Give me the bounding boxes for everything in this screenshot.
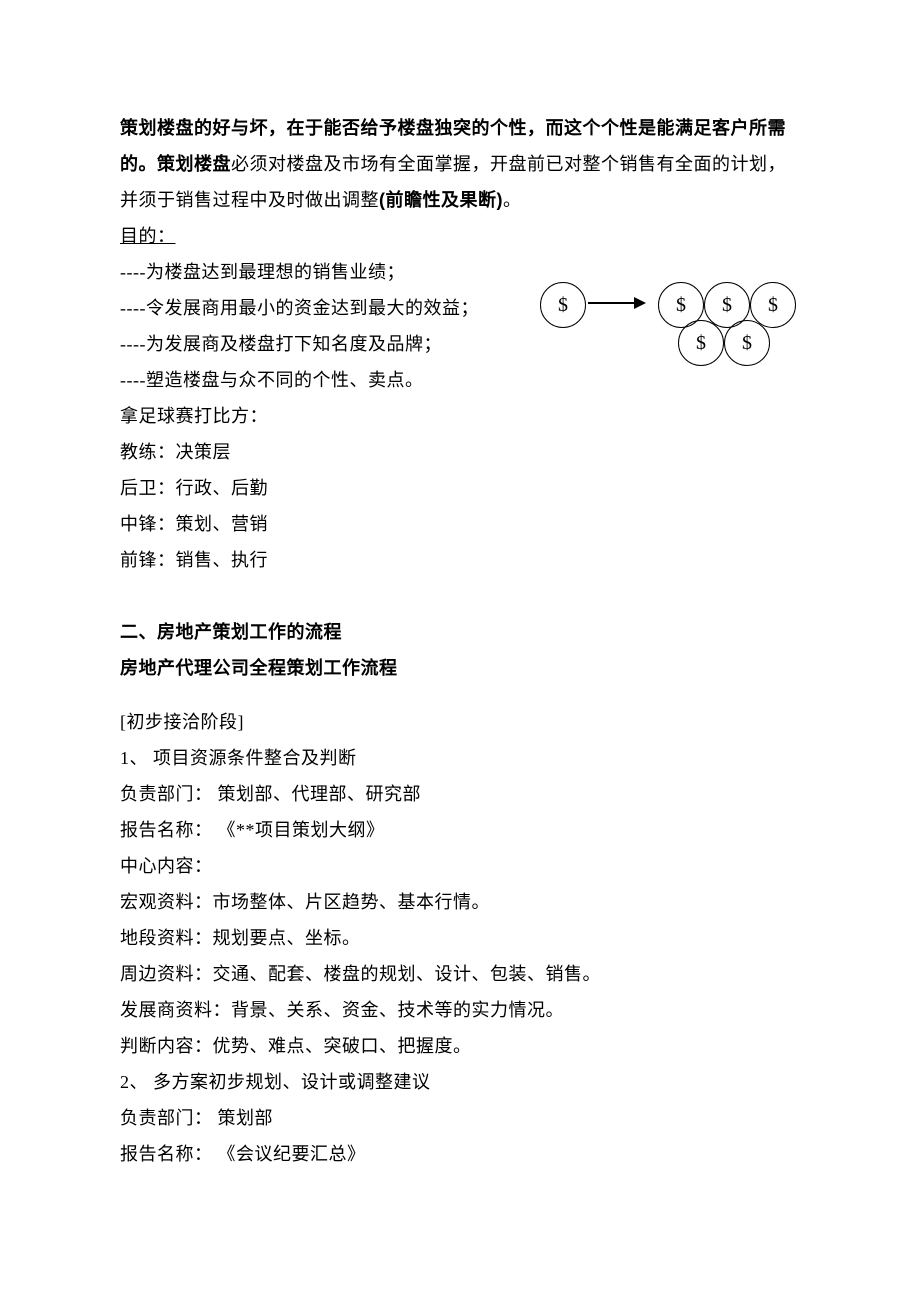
stage-title: [初步接洽阶段] <box>120 704 800 740</box>
diagram-node-e: $ <box>724 320 770 366</box>
section2-h1: 二、房地产策划工作的流程 <box>120 614 800 650</box>
intro-paragraph-3: 并须于销售过程中及时做出调整(前瞻性及果断)。 <box>120 182 800 218</box>
intro-p2-c: 。 <box>503 190 522 210</box>
intro-bold-a: 策划楼盘的好与坏，在于能否给予楼盘独突的个性，而这个个性是能满足客户所需 <box>120 118 786 138</box>
item1-line-4: 发展商资料：背景、关系、资金、技术等的实力情况。 <box>120 992 800 1028</box>
item1-core: 中心内容： <box>120 848 800 884</box>
football-row-2: 后卫：行政、后勤 <box>120 470 800 506</box>
section2-h2: 房地产代理公司全程策划工作流程 <box>120 650 800 686</box>
spacer <box>120 686 800 704</box>
intro-bold-b2: 策划楼盘 <box>157 154 231 174</box>
diagram-node-c: $ <box>750 282 796 328</box>
football-row-4: 前锋：销售、执行 <box>120 542 800 578</box>
document-page: 策划楼盘的好与坏，在于能否给予楼盘独突的个性，而这个个性是能满足客户所需 的。策… <box>0 0 920 1302</box>
item1-num: 1、 项目资源条件整合及判断 <box>120 740 800 776</box>
intro-p2-b: (前瞻性及果断) <box>379 190 503 210</box>
spacer <box>120 578 800 614</box>
dollar-diagram: $ $ $ $ $ $ <box>520 278 830 368</box>
intro-p2-a: 并须于销售过程中及时做出调整 <box>120 190 379 210</box>
intro-rest: 必须对楼盘及市场有全面掌握，开盘前已对整个销售有全面的计划， <box>231 154 786 174</box>
intro-bold-b: 的。 <box>120 154 157 174</box>
item1-line-2: 地段资料：规划要点、坐标。 <box>120 920 800 956</box>
item1-line-5: 判断内容：优势、难点、突破口、把握度。 <box>120 1028 800 1064</box>
item1-line-3: 周边资料：交通、配套、楼盘的规划、设计、包装、销售。 <box>120 956 800 992</box>
diagram-node-d: $ <box>678 320 724 366</box>
item2-report: 报告名称： 《会议纪要汇总》 <box>120 1136 800 1172</box>
item1-line-1: 宏观资料：市场整体、片区趋势、基本行情。 <box>120 884 800 920</box>
intro-paragraph-2: 的。策划楼盘必须对楼盘及市场有全面掌握，开盘前已对整个销售有全面的计划， <box>120 146 800 182</box>
football-row-3: 中锋：策划、营销 <box>120 506 800 542</box>
diagram-node-src: $ <box>540 282 586 328</box>
item2-dept: 负责部门： 策划部 <box>120 1100 800 1136</box>
item1-dept: 负责部门： 策划部、代理部、研究部 <box>120 776 800 812</box>
item2-num: 2、 多方案初步规划、设计或调整建议 <box>120 1064 800 1100</box>
football-row-1: 教练：决策层 <box>120 434 800 470</box>
arrow-icon <box>588 302 644 304</box>
item1-report: 报告名称： 《**项目策划大纲》 <box>120 812 800 848</box>
purpose-title: 目的： <box>120 218 800 254</box>
intro-paragraph-1: 策划楼盘的好与坏，在于能否给予楼盘独突的个性，而这个个性是能满足客户所需 <box>120 110 800 146</box>
football-lead: 拿足球赛打比方： <box>120 398 800 434</box>
